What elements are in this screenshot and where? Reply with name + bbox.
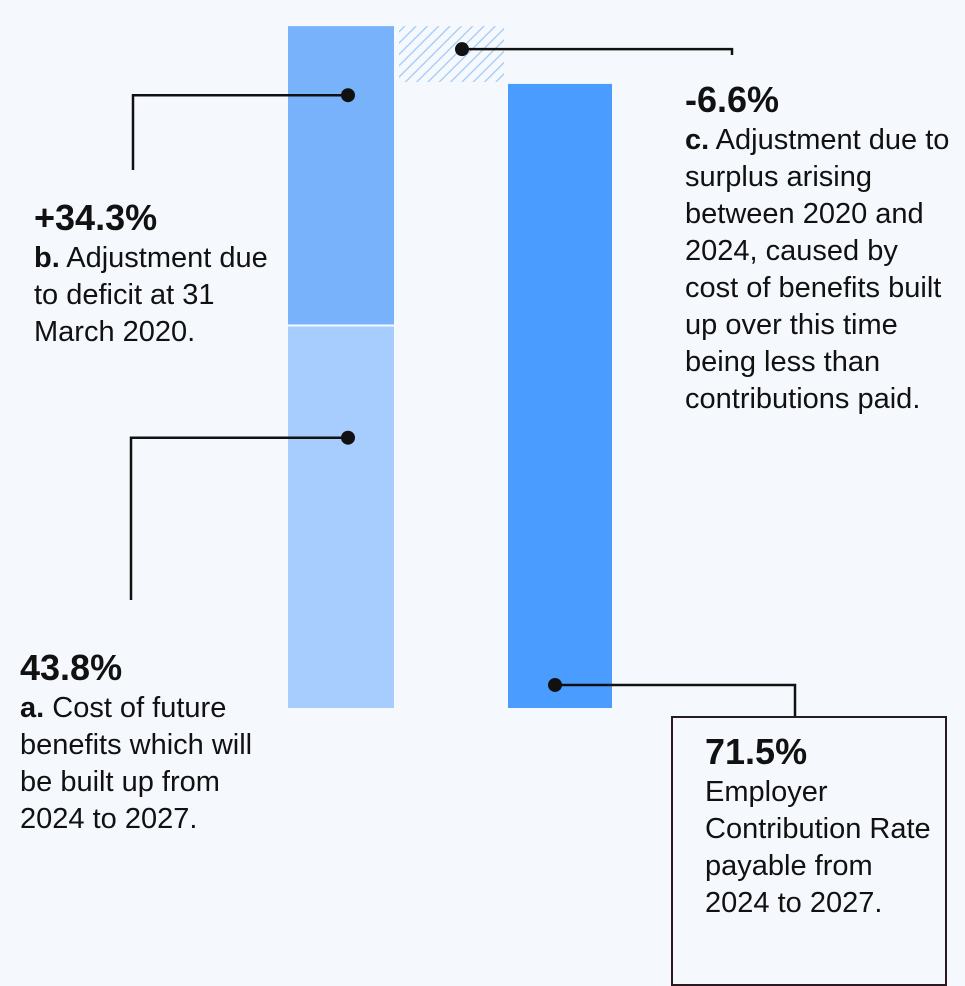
description-text-b: Adjustment due to deficit at 31 March 20… [34,242,268,348]
leader-dot-c [455,42,469,57]
bar-total [508,83,612,708]
annotation-b: +34.3% b. Adjustment due to deficit at 3… [34,196,284,351]
leader-dot-a [341,430,355,445]
bar-a [288,326,394,708]
description-text-a: Cost of future benefits which will be bu… [20,692,253,835]
annotation-total-box: 71.5% Employer Contribution Rate payable… [671,716,947,986]
leader-dot-total [548,677,562,692]
value-label-b: +34.3% [34,197,158,238]
leader-line-a [129,436,348,600]
value-label-total: 71.5% [705,731,808,772]
value-label-a: 43.8% [20,647,123,688]
letter-c: c. [685,124,710,156]
annotation-c: -6.6% c. Adjustment due to surplus arisi… [685,78,955,418]
description-a: a. Cost of future benefits which will be… [20,690,290,838]
annotation-a: 43.8% a. Cost of future benefits which w… [20,646,290,838]
leader-line-c [462,47,734,55]
bar-b [288,26,394,325]
leader-dot-b [341,88,355,103]
bar-c [399,26,504,82]
leader-line-b [131,93,348,170]
value-label-c: -6.6% [685,79,780,120]
leader-line-total [555,683,797,716]
description-text-c: Adjustment due to surplus arising betwee… [685,124,950,415]
description-b: b. Adjustment due to deficit at 31 March… [34,240,284,351]
description-c: c. Adjustment due to surplus arising bet… [685,122,955,418]
description-total: Employer Contribution Rate payable from … [705,776,931,919]
letter-a: a. [20,692,45,724]
letter-b: b. [34,242,60,274]
